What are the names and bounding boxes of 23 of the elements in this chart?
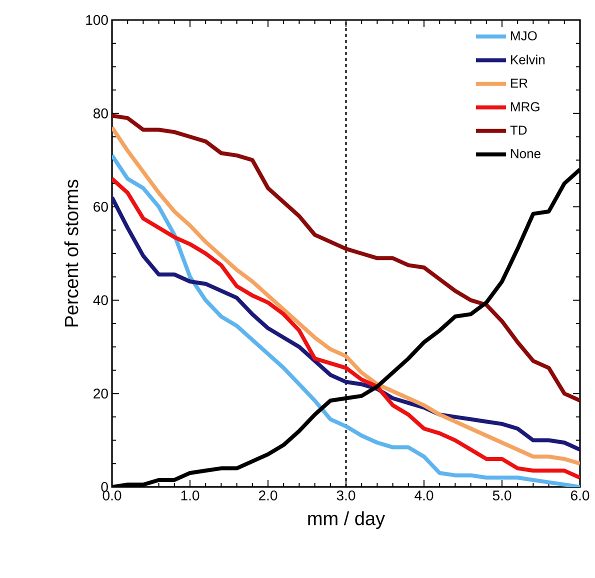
x-tick-label: 3.0 xyxy=(336,490,356,500)
y-tick-label: 0 xyxy=(101,482,108,492)
x-tick-label: 4.0 xyxy=(414,490,434,500)
line-series xyxy=(112,195,580,452)
legend-label: MJO xyxy=(511,31,537,40)
y-tick-label: 100 xyxy=(86,15,108,25)
y-tick-label: 80 xyxy=(94,108,108,118)
legend-label: None xyxy=(511,149,540,158)
y-tick-label: 40 xyxy=(93,295,108,306)
legend-label: MRG xyxy=(511,102,540,112)
y-tick-label: 60 xyxy=(94,202,108,212)
line-series xyxy=(112,114,580,403)
x-tick-label: 6.0 xyxy=(570,490,590,500)
x-tick-label: 5.0 xyxy=(492,490,512,500)
legend-label: TD xyxy=(510,126,527,135)
x-tick-label: 1.0 xyxy=(181,490,200,500)
legend-label: ER xyxy=(511,78,528,88)
y-tick-label: 20 xyxy=(94,388,108,399)
x-tick-label: 0.0 xyxy=(102,490,122,500)
y-axis-title: Percent of storms xyxy=(64,180,78,326)
x-tick-label: 2.0 xyxy=(258,490,278,500)
x-axis-title: mm / day xyxy=(308,511,385,530)
legend-label: Kelvin xyxy=(511,54,545,64)
